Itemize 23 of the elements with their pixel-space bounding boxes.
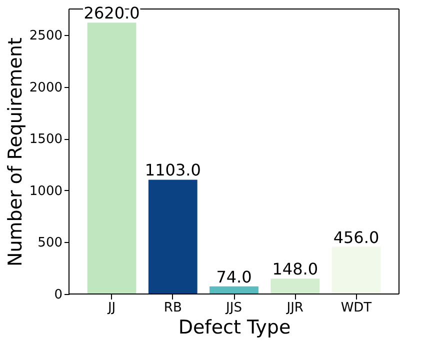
y-axis-title: Number of Requirement xyxy=(4,38,26,266)
bar xyxy=(87,22,136,294)
x-tick-label: JJS xyxy=(225,300,242,316)
y-tick-label: 2500 xyxy=(29,28,62,44)
x-tick-label: JJR xyxy=(286,300,304,316)
y-tick-label: 2000 xyxy=(29,80,62,96)
data-label: 148.0 xyxy=(272,260,318,279)
bar xyxy=(270,278,320,294)
data-label: 456.0 xyxy=(333,228,380,247)
y-tick-label: 500 xyxy=(38,236,62,251)
x-tick-label: JJ xyxy=(106,300,116,316)
y-tick-label: 1500 xyxy=(29,132,62,148)
data-label: 2620.0 xyxy=(84,4,140,23)
bar xyxy=(210,286,258,294)
x-axis-title: Defect Type xyxy=(178,316,291,338)
y-tick-label: 1000 xyxy=(29,184,62,199)
x-tick-label: WDT xyxy=(340,300,372,316)
y-tick-label: 0 xyxy=(54,288,62,302)
x-tick-label: RB xyxy=(164,300,182,316)
bar xyxy=(148,180,198,294)
data-label: 1103.0 xyxy=(144,160,201,180)
data-label: 74.0 xyxy=(216,267,252,286)
bar xyxy=(332,246,381,294)
